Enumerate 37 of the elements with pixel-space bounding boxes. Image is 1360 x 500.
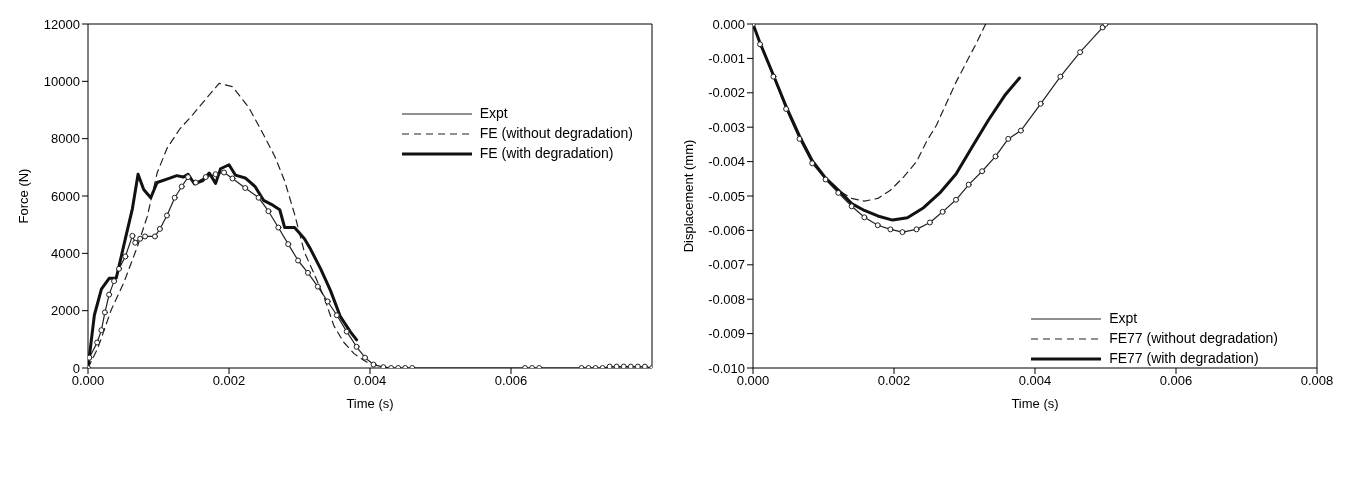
y-tick-label: 8000 — [51, 131, 80, 147]
x-tick-label: 0.006 — [1159, 373, 1193, 389]
x-tick-label: 0.004 — [1018, 373, 1052, 389]
x-tick-label: 0.002 — [212, 373, 246, 389]
y-tick-label: 10000 — [43, 73, 80, 89]
y-axis-title: Displacement (mm) — [680, 139, 696, 253]
y-tick-label: -0.006 — [708, 223, 745, 239]
y-tick-label: 2000 — [51, 303, 80, 319]
x-axis-title: Time (s) — [1011, 396, 1059, 411]
y-tick-label: -0.005 — [708, 188, 745, 204]
y-tick-label: 0.000 — [712, 16, 745, 32]
legend-label: FE77 (with degradation) — [1108, 349, 1260, 368]
x-tick-label: 0.002 — [877, 373, 911, 389]
y-tick-label: 4000 — [51, 245, 80, 261]
x-axis-title: Time (s) — [346, 396, 394, 411]
legend-label: FE (without degradation) — [478, 124, 633, 143]
x-tick-label: 0.000 — [736, 373, 770, 389]
legend-label: FE77 (without degradation) — [1108, 329, 1278, 348]
y-tick-label: 12000 — [43, 16, 80, 32]
y-tick-label: -0.001 — [708, 51, 745, 67]
y-tick-label: -0.009 — [708, 326, 745, 342]
y-tick-label: -0.004 — [708, 154, 745, 170]
y-tick-label: -0.008 — [708, 291, 745, 307]
y-tick-label: 0 — [72, 360, 80, 376]
x-tick-label: 0.008 — [1300, 373, 1334, 389]
legend-label: Expt — [1108, 309, 1139, 328]
y-tick-label: 6000 — [51, 188, 80, 204]
y-tick-label: -0.010 — [708, 360, 745, 376]
y-axis-title: Force (N) — [15, 168, 31, 224]
x-tick-label: 0.000 — [71, 373, 105, 389]
y-tick-label: -0.003 — [708, 119, 745, 135]
y-tick-label: -0.007 — [708, 257, 745, 273]
legend-label: FE (with degradation) — [478, 144, 615, 163]
legend-label: Expt — [478, 104, 509, 123]
y-tick-label: -0.002 — [708, 85, 745, 101]
x-tick-label: 0.006 — [494, 373, 528, 389]
x-tick-label: 0.004 — [353, 373, 387, 389]
